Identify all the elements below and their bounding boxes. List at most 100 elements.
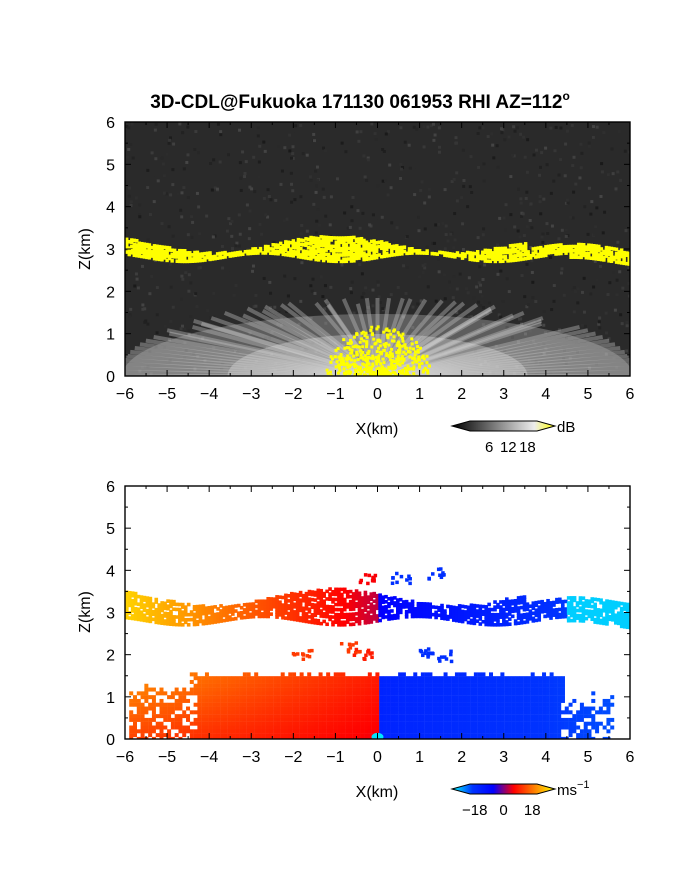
bottom-velocity-cell xyxy=(352,733,357,738)
top-noise-cell xyxy=(325,261,329,265)
top-cloud-cell xyxy=(145,251,149,255)
top-cloud-cell xyxy=(352,254,356,259)
top-cloud-cell xyxy=(344,253,349,257)
bottom-cloud-cell xyxy=(295,615,300,620)
bottom-velocity-cell xyxy=(337,733,342,738)
top-x-tick-label: −1 xyxy=(326,386,344,403)
bottom-velocity-cell xyxy=(326,679,331,684)
bottom-velocity-cell xyxy=(360,695,365,700)
top-ground-cell xyxy=(407,367,411,371)
bottom-velocity-cell xyxy=(193,721,198,726)
top-noise-cell xyxy=(488,370,492,374)
bottom-velocity-cell xyxy=(364,710,369,715)
top-noise-cell xyxy=(601,350,605,354)
bottom-velocity-cell xyxy=(473,679,478,684)
top-ground-cell xyxy=(347,346,351,350)
top-ground-cell xyxy=(377,354,381,358)
bottom-velocity-cell xyxy=(382,710,387,715)
top-cloud-cell xyxy=(226,252,230,257)
bottom-velocity-cell xyxy=(261,725,266,730)
bottom-velocity-cell xyxy=(201,725,206,730)
bottom-velocity-cell xyxy=(606,698,611,703)
top-cloud-cell xyxy=(612,257,616,262)
bottom-velocity-cell xyxy=(462,714,467,719)
top-noise-cell xyxy=(614,187,618,191)
bottom-velocity-cell xyxy=(322,721,327,726)
bottom-cloud-cell xyxy=(331,597,335,602)
top-cloud-cell xyxy=(306,256,311,261)
top-cloud-cell xyxy=(395,250,399,255)
bottom-velocity-cell xyxy=(424,698,429,703)
bottom-cloud-cell xyxy=(142,605,147,610)
top-cloud-cell xyxy=(614,256,619,260)
bottom-cloud-cell xyxy=(301,616,306,621)
bottom-velocity-cell xyxy=(466,736,471,739)
top-cloud-cell xyxy=(306,241,311,246)
bottom-cloud-cell xyxy=(292,594,297,599)
bottom-velocity-cell xyxy=(568,729,573,734)
bottom-cloud-cell xyxy=(125,615,129,620)
top-cloud-cell xyxy=(304,241,308,245)
bottom-velocity-cell xyxy=(390,733,395,738)
top-cloud-cell xyxy=(475,252,480,256)
bottom-velocity-cell xyxy=(129,733,134,738)
bottom-velocity-cell xyxy=(447,714,452,719)
top-cloud-cell xyxy=(195,256,200,261)
top-fan-ray xyxy=(377,349,625,376)
bottom-velocity-cell xyxy=(394,725,399,730)
top-ground-cell xyxy=(380,365,384,369)
top-cloud-cell xyxy=(364,257,369,262)
bottom-velocity-cell xyxy=(227,721,232,726)
bottom-cloud-cell xyxy=(245,607,250,612)
top-ground-cell xyxy=(339,355,343,359)
bottom-cloud-cell xyxy=(334,617,338,622)
bottom-cloud-cell xyxy=(342,607,347,612)
top-noise-cell xyxy=(129,307,133,311)
top-noise-cell xyxy=(411,325,415,329)
bottom-cloud-cell xyxy=(345,595,350,599)
top-fan-ray xyxy=(375,299,444,376)
top-cloud-cell xyxy=(135,243,139,247)
bottom-velocity-cell xyxy=(311,679,316,684)
bottom-cloud-cell xyxy=(210,615,215,620)
top-ground-cell xyxy=(372,370,376,374)
top-ground-cell xyxy=(420,355,424,359)
top-cloud-cell xyxy=(508,244,513,248)
bottom-velocity-cell xyxy=(496,676,501,681)
top-cloud-cell xyxy=(604,252,609,256)
top-cloud-cell xyxy=(354,256,359,261)
top-noise-cell xyxy=(399,339,403,343)
bottom-velocity-cell xyxy=(401,676,406,681)
bottom-velocity-cell xyxy=(280,717,285,722)
bottom-velocity-cell xyxy=(178,714,183,719)
bottom-velocity-cell xyxy=(523,695,528,700)
bottom-velocity-cell xyxy=(367,672,372,677)
bottom-velocity-cell xyxy=(523,702,528,707)
bottom-velocity-cell xyxy=(477,698,482,703)
top-cloud-cell xyxy=(172,250,177,255)
bottom-velocity-cell xyxy=(257,698,262,703)
bottom-velocity-cell xyxy=(159,714,164,719)
top-ground-cell xyxy=(383,345,387,349)
bottom-velocity-cell xyxy=(545,736,550,739)
bottom-cloud-cell xyxy=(222,606,226,610)
bottom-velocity-cell xyxy=(216,717,221,722)
bottom-velocity-cell xyxy=(545,706,550,711)
top-colorbar-tick-label: 12 xyxy=(500,439,517,456)
bottom-velocity-cell xyxy=(515,729,520,734)
bottom-velocity-cell xyxy=(458,733,463,738)
bottom-velocity-cell xyxy=(273,695,278,700)
bottom-cloud-cell xyxy=(313,608,318,613)
bottom-velocity-cell xyxy=(557,706,562,711)
top-noise-cell xyxy=(181,131,185,135)
bottom-velocity-cell xyxy=(470,698,475,703)
top-ground-cell xyxy=(365,362,369,366)
top-noise-cell xyxy=(544,146,548,150)
bottom-velocity-cell xyxy=(299,725,304,730)
bottom-cloud-cell xyxy=(354,601,359,606)
bottom-velocity-cell xyxy=(235,687,240,692)
top-ground-cell xyxy=(375,374,379,376)
bottom-cloud-cell xyxy=(301,598,306,603)
bottom-velocity-cell xyxy=(398,729,403,734)
top-cloud-cell xyxy=(511,258,515,263)
